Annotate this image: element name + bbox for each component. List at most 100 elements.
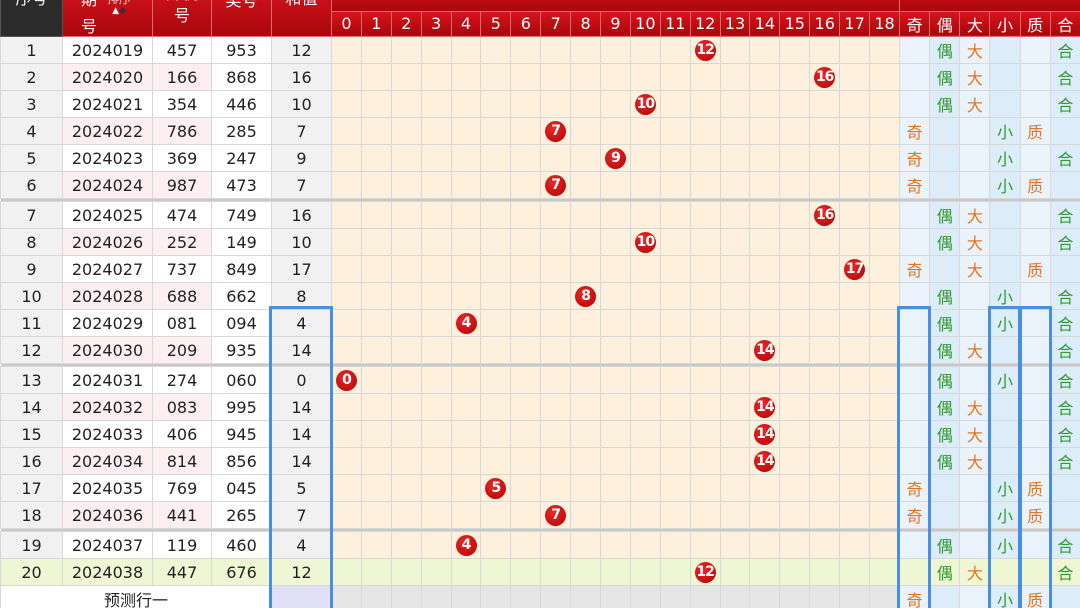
prediction-sum-distribution-cell[interactable] <box>749 585 781 608</box>
sum-distribution-cell <box>570 447 602 475</box>
group-separator <box>0 528 1080 532</box>
table-row[interactable]: 2 2024020 166 868 16 16 偶大合 <box>0 63 1080 91</box>
sum-distribution-cell <box>390 393 422 421</box>
table-row[interactable]: 5 2024023 369 247 9 9 奇小合 <box>0 144 1080 172</box>
sum-distribution-cell: 10 <box>629 90 661 118</box>
prize-number-cell: 265 <box>211 501 272 529</box>
sum-distribution-cell <box>450 171 482 199</box>
sum-distribution-cell <box>510 228 542 256</box>
prediction-attribute-cell[interactable]: 质 <box>1019 585 1051 608</box>
header-sum-col: 8 <box>570 10 602 38</box>
sum-distribution-cell <box>659 90 691 118</box>
table-row[interactable]: 10 2024028 688 662 8 8 偶小合 <box>0 282 1080 310</box>
prediction-attribute-cell[interactable]: 小 <box>989 585 1021 608</box>
prediction-sum-distribution-cell[interactable] <box>869 585 901 608</box>
sum-distribution-cell <box>570 228 602 256</box>
table-row[interactable]: 6 2024024 987 473 7 7 奇小质 <box>0 171 1080 199</box>
table-row[interactable]: 13 2024031 274 060 0 0 偶小合 <box>0 366 1080 394</box>
machine-number-cell: 769 <box>152 474 212 502</box>
prediction-row[interactable]: 预测行一 奇 小质 <box>0 585 1080 608</box>
arrow-down-icon[interactable]: ◆ <box>119 6 126 16</box>
table-row[interactable]: 17 2024035 769 045 5 5 奇小质 <box>0 474 1080 502</box>
sum-distribution-cell <box>360 201 392 229</box>
prediction-sum-distribution-cell[interactable] <box>540 585 572 608</box>
table-row[interactable]: 7 2024025 474 749 16 16 偶大合 <box>0 201 1080 229</box>
prize-number-cell: 045 <box>211 474 272 502</box>
sum-distribution-cell <box>809 336 841 364</box>
table-row[interactable]: 9 2024027 737 849 17 17 奇大质 <box>0 255 1080 283</box>
header-issue[interactable]: 期 号 排序 ▲◆ <box>62 0 153 37</box>
sum-ball: 10 <box>634 232 656 253</box>
table-row[interactable]: 1 2024019 457 953 12 12 偶大合 <box>0 36 1080 64</box>
table-row[interactable]: 3 2024021 354 446 10 10 偶大合 <box>0 90 1080 118</box>
table-row[interactable]: 15 2024033 406 945 14 14 偶大合 <box>0 420 1080 448</box>
prediction-sum-distribution-cell[interactable] <box>689 585 721 608</box>
prediction-attribute-cell[interactable] <box>1049 585 1080 608</box>
attribute-cell: 奇 <box>899 255 931 283</box>
table-row[interactable]: 8 2024026 252 149 10 10 偶大合 <box>0 228 1080 256</box>
sum-distribution-cell <box>749 366 781 394</box>
attribute-cell <box>959 171 991 199</box>
table-row[interactable]: 20 2024038 447 676 12 12 偶大合 <box>0 558 1080 586</box>
attribute-cell <box>899 309 931 337</box>
table-row[interactable]: 14 2024032 083 995 14 14 偶大合 <box>0 393 1080 421</box>
seq-cell: 20 <box>0 558 63 586</box>
prediction-attribute-cell[interactable]: 奇 <box>899 585 931 608</box>
sum-distribution-cell <box>659 228 691 256</box>
prediction-sum-distribution-cell[interactable] <box>839 585 871 608</box>
sum-distribution-cell <box>869 420 901 448</box>
sum-distribution-cell <box>659 447 691 475</box>
arrow-up-icon[interactable]: ▲ <box>112 6 119 16</box>
prediction-sum-distribution-cell[interactable] <box>331 585 362 608</box>
prediction-sum-distribution-cell[interactable] <box>659 585 691 608</box>
sum-distribution-cell <box>360 36 392 64</box>
attribute-cell <box>899 531 931 559</box>
prediction-sum-distribution-cell[interactable] <box>450 585 482 608</box>
table-row[interactable]: 4 2024022 786 285 7 7 奇小质 <box>0 117 1080 145</box>
table-row[interactable]: 11 2024029 081 094 4 4 偶小合 <box>0 309 1080 337</box>
attribute-cell <box>1019 420 1051 448</box>
sum-distribution-cell <box>779 201 811 229</box>
sum-distribution-cell <box>360 144 392 172</box>
table-row[interactable]: 18 2024036 441 265 7 7 奇小质 <box>0 501 1080 529</box>
sum-distribution-cell <box>420 558 452 586</box>
attribute-cell <box>989 420 1021 448</box>
prediction-sum-distribution-cell[interactable] <box>480 585 512 608</box>
sum-distribution-cell <box>659 117 691 145</box>
sum-distribution-cell <box>390 90 422 118</box>
sum-distribution-cell <box>629 63 661 91</box>
prediction-sum-distribution-cell[interactable] <box>420 585 452 608</box>
table-row[interactable]: 16 2024034 814 856 14 14 偶大合 <box>0 447 1080 475</box>
prediction-attribute-cell[interactable] <box>959 585 991 608</box>
prediction-attribute-cell[interactable] <box>929 585 961 608</box>
sum-distribution-cell <box>450 393 482 421</box>
sum-distribution-cell <box>390 63 422 91</box>
prediction-sum-distribution-cell[interactable] <box>719 585 751 608</box>
sum-distribution-cell: 8 <box>570 282 602 310</box>
sum-distribution-cell <box>450 282 482 310</box>
prediction-sum-distribution-cell[interactable] <box>360 585 392 608</box>
attribute-cell: 大 <box>959 255 991 283</box>
prediction-sum-distribution-cell[interactable] <box>510 585 542 608</box>
sum-ball: 8 <box>575 286 597 307</box>
attribute-cell <box>959 474 991 502</box>
sum-distribution-cell <box>390 201 422 229</box>
table-row[interactable]: 19 2024037 119 460 4 4 偶小合 <box>0 531 1080 559</box>
sum-cell: 17 <box>271 255 332 283</box>
attribute-cell: 合 <box>1049 144 1080 172</box>
attribute-cell: 偶 <box>929 63 961 91</box>
table-row[interactable]: 12 2024030 209 935 14 14 偶大合 <box>0 336 1080 364</box>
prediction-sum-cell[interactable] <box>271 585 332 608</box>
prediction-sum-distribution-cell[interactable] <box>600 585 631 608</box>
prediction-sum-distribution-cell[interactable] <box>629 585 661 608</box>
prediction-sum-distribution-cell[interactable] <box>809 585 841 608</box>
prediction-sum-distribution-cell[interactable] <box>779 585 811 608</box>
prediction-sum-distribution-cell[interactable] <box>390 585 422 608</box>
sum-distribution-cell <box>510 144 542 172</box>
sum-distribution-cell <box>839 117 871 145</box>
prediction-sum-distribution-cell[interactable] <box>570 585 602 608</box>
sum-distribution-cell <box>420 420 452 448</box>
header-prize: 奖号 <box>211 0 272 37</box>
sort-control[interactable]: 排序 ▲◆ <box>107 0 131 17</box>
